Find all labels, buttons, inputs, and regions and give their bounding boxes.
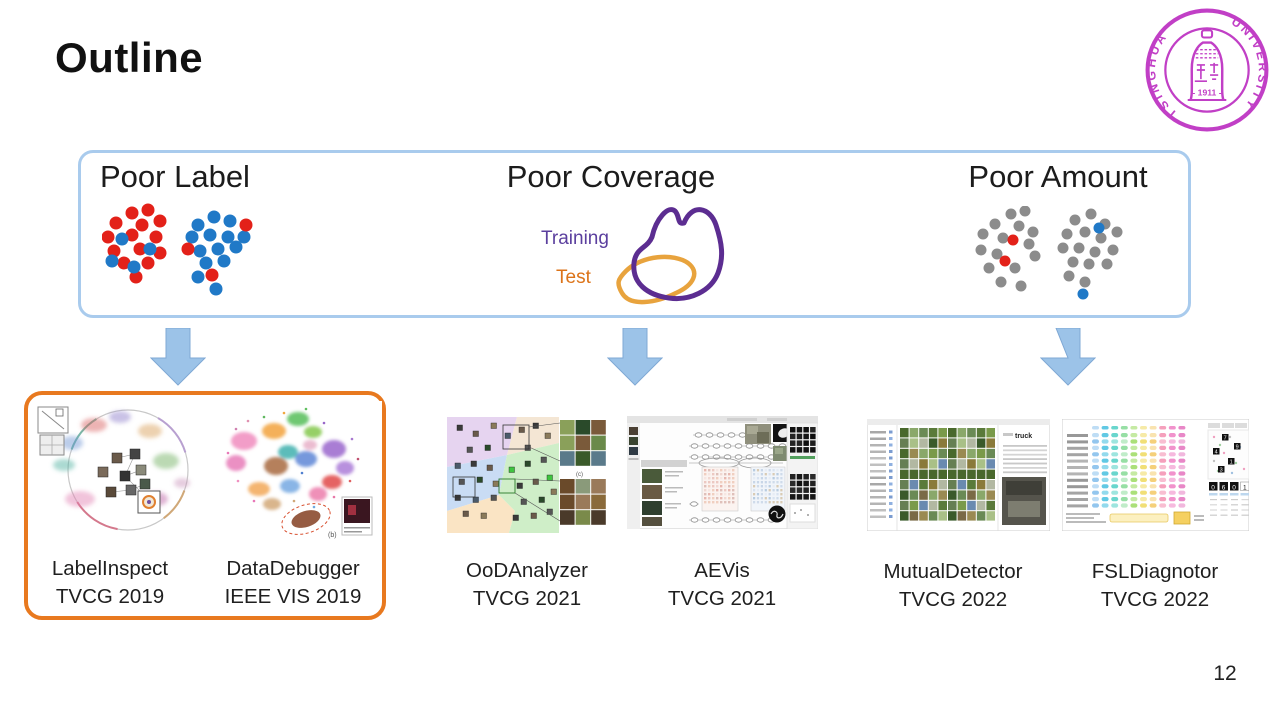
down-arrow-icon (150, 328, 206, 386)
svg-text:7: 7 (1224, 436, 1227, 442)
paper-name: FSLDiagnotor (1091, 560, 1219, 583)
down-arrow-icon (1040, 328, 1096, 386)
image-thumbnail-grid (900, 428, 995, 521)
mislabeled-red-cluster (102, 203, 167, 284)
subfigure-note: (c) (576, 472, 583, 478)
paper-caption-oodanalyzer: OoDAnalyzer TVCG 2021 (437, 557, 617, 613)
labelinspect-thumbnail (36, 399, 204, 541)
paper-caption-fsldiagnotor: FSLDiagnotor TVCG 2022 (1060, 558, 1250, 614)
paper-name: AEVis (694, 559, 750, 582)
paper-venue: TVCG 2022 (1100, 588, 1210, 611)
poor-amount-scatter (975, 206, 1123, 300)
test-distribution-blob (616, 254, 697, 305)
sparse-blue-cluster (1057, 208, 1123, 300)
poor-label-heading: Poor Label (100, 159, 250, 194)
logo-year: - 1911 - (1192, 87, 1221, 97)
poor-coverage-heading: Poor Coverage (506, 159, 716, 194)
test-label: Test (556, 267, 591, 288)
aevis-thumbnail (627, 416, 818, 529)
paper-name: DataDebugger (226, 557, 360, 580)
fsldiagnotor-thumbnail: 7 9 4 1 3 0 6 0 1 (1062, 419, 1249, 531)
paper-name: LabelInspect (51, 557, 169, 580)
tsinghua-university-logo: TSINGHUA UNIVERSITY - 1911 - (1144, 8, 1269, 132)
paper-caption-datadebugger: DataDebugger IEEE VIS 2019 (203, 555, 383, 611)
poor-amount-heading: Poor Amount (968, 159, 1148, 194)
digit-boxes: 7 9 4 1 3 (1213, 434, 1241, 474)
mutualdetector-thumbnail: truck (867, 419, 1050, 531)
mislabeled-blue-cluster (181, 210, 253, 296)
ood-image-grid-top (560, 420, 606, 466)
coverage-blobs (616, 207, 725, 305)
svg-text:6: 6 (1222, 484, 1226, 491)
svg-text:1: 1 (1230, 460, 1233, 466)
training-distribution-blob (631, 207, 725, 302)
paper-venue: TVCG 2021 (667, 587, 777, 610)
paper-name: MutualDetector (883, 560, 1023, 583)
subfigure-note: (b) (328, 532, 337, 539)
poor-label-scatter (102, 203, 253, 296)
datadebugger-thumbnail: (b) (214, 401, 382, 541)
page-title: Outline (55, 34, 204, 81)
bell-icon (1187, 29, 1227, 101)
paper-caption-aevis: AEVis TVCG 2021 (632, 557, 812, 613)
network-chain (689, 501, 699, 507)
shot-cards: 0 6 0 1 (1209, 481, 1249, 516)
page-number: 12 (1213, 662, 1237, 685)
tsne-clusters (226, 412, 354, 510)
svg-text:1: 1 (1243, 484, 1247, 491)
svg-text:3: 3 (1220, 468, 1223, 474)
paper-caption-mutualdetector: MutualDetector TVCG 2022 (858, 558, 1048, 614)
svg-text:9: 9 (1236, 445, 1239, 451)
caption-logo-text: truck (1015, 433, 1032, 440)
paper-venue: TVCG 2019 (55, 585, 165, 608)
down-arrow-icon (607, 328, 663, 386)
paper-venue: TVCG 2021 (472, 587, 582, 610)
training-label: Training (541, 228, 609, 249)
feature-matrix-right (750, 466, 786, 512)
ood-image-grid-bottom (560, 479, 606, 525)
network-chain (689, 443, 787, 449)
oodanalyzer-thumbnail: (c) (447, 417, 608, 533)
paper-venue: IEEE VIS 2019 (224, 585, 362, 608)
scatter-specks (226, 407, 360, 509)
column-header-chips (1092, 426, 1186, 430)
network-chain (693, 432, 747, 438)
legend-highlight (1109, 513, 1169, 523)
paper-venue: TVCG 2022 (898, 588, 1008, 611)
paper-name: OoDAnalyzer (466, 559, 588, 582)
confidence-matrix (1092, 433, 1186, 508)
caption-text-lines (1003, 445, 1047, 474)
sparse-red-cluster (975, 206, 1041, 292)
label-tree-list (870, 431, 886, 518)
svg-text:0: 0 (1232, 484, 1236, 491)
svg-text:0: 0 (1211, 484, 1215, 491)
image-patches (97, 448, 151, 498)
base-learner-labels (1067, 434, 1088, 508)
svg-text:4: 4 (1215, 450, 1218, 456)
paper-caption-labelinspect: LabelInspect TVCG 2019 (20, 555, 200, 611)
network-chain (689, 517, 779, 523)
